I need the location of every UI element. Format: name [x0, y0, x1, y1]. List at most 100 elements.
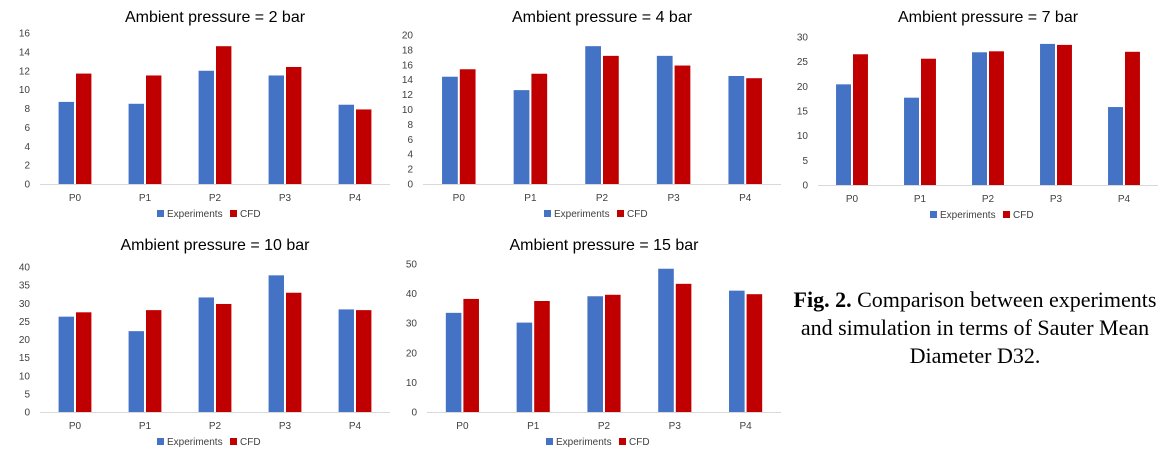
- cfd-bar: [1125, 51, 1140, 185]
- x-tick-label: P0: [69, 193, 82, 204]
- cfd-bar: [356, 109, 372, 184]
- figure-caption: Fig. 2. Comparison between experiments a…: [790, 286, 1160, 370]
- chart-title: Ambient pressure = 2 bar: [125, 9, 306, 26]
- legend-label-cfd: CFD: [629, 437, 650, 448]
- legend: Experiments CFD: [930, 210, 1034, 221]
- chart-title: Ambient pressure = 4 bar: [512, 9, 693, 26]
- y-tick-label: 8: [407, 120, 413, 131]
- y-tick-label: 16: [19, 29, 31, 40]
- cfd-bar: [746, 294, 763, 412]
- legend-label-cfd: CFD: [240, 209, 261, 220]
- legend-swatch-cfd: [1003, 211, 1010, 218]
- legend: Experiments CFD: [157, 437, 261, 448]
- experiments-bar: [442, 76, 458, 184]
- legend-swatch-experiments: [544, 210, 551, 217]
- cfd-bar: [286, 66, 302, 184]
- y-tick-label: 30: [19, 299, 31, 310]
- y-tick-label: 20: [19, 335, 31, 346]
- x-tick-label: P4: [349, 421, 362, 432]
- y-tick-label: 40: [19, 263, 31, 274]
- experiments-bar: [1108, 107, 1123, 185]
- experiments-bar: [656, 55, 673, 184]
- y-tick-label: 0: [411, 408, 417, 419]
- experiments-bar: [513, 90, 530, 184]
- y-tick-label: 30: [406, 319, 418, 330]
- y-tick-label: 20: [797, 82, 809, 93]
- y-tick-label: 0: [24, 180, 30, 191]
- experiments-bar: [268, 75, 284, 184]
- legend-swatch-cfd: [230, 438, 237, 445]
- y-tick-label: 2: [24, 161, 30, 172]
- y-tick-label: 14: [402, 75, 414, 86]
- y-tick-label: 0: [802, 181, 808, 192]
- experiments-bar: [58, 316, 74, 412]
- chart-2-bar: Ambient pressure = 2 bar 0 2 4 6 8 10 12 14 16 P0 P…: [0, 0, 395, 225]
- y-tick-label: 0: [407, 180, 413, 191]
- experiments-bar: [198, 297, 214, 412]
- y-tick-label: 20: [406, 348, 418, 359]
- x-tick-label: P1: [139, 421, 152, 432]
- cfd-bar: [534, 301, 550, 412]
- y-tick-label: 18: [402, 45, 414, 56]
- cfd-bar: [216, 303, 232, 412]
- experiments-bar: [658, 268, 674, 412]
- figure-caption-text: Comparison between experiments and simul…: [800, 287, 1157, 368]
- cfd-bar: [76, 73, 92, 184]
- legend-swatch-cfd: [230, 210, 237, 217]
- experiments-bar: [587, 296, 603, 412]
- chart-svg: Ambient pressure = 4 bar 0 2 4 6 8 10 12 14 16 18 2…: [402, 9, 781, 220]
- y-tick-label: 40: [406, 289, 418, 300]
- x-tick-label: P2: [209, 421, 222, 432]
- y-tick-label: 10: [406, 378, 418, 389]
- cfd-bar: [463, 298, 479, 412]
- chart-svg: Ambient pressure = 7 bar 0 5 10 15 20 25 30 P0 P1…: [797, 9, 1158, 221]
- legend-label-experiments: Experiments: [554, 209, 610, 220]
- experiments-bar: [198, 70, 214, 184]
- experiments-bar: [836, 84, 851, 185]
- experiments-bar: [128, 103, 144, 184]
- y-tick-label: 2: [407, 165, 413, 176]
- experiments-bar: [338, 104, 354, 184]
- cfd-bar: [603, 55, 619, 184]
- y-tick-label: 12: [19, 66, 31, 77]
- y-tick-label: 0: [24, 408, 30, 419]
- x-tick-label: P0: [453, 193, 466, 204]
- legend: Experiments CFD: [544, 209, 648, 220]
- figure-caption-label: Fig. 2.: [793, 287, 852, 312]
- y-tick-label: 30: [797, 33, 809, 44]
- x-tick-label: P3: [279, 421, 292, 432]
- legend-label-cfd: CFD: [240, 437, 261, 448]
- x-tick-label: P0: [69, 421, 82, 432]
- experiments-bar: [904, 97, 919, 185]
- experiments-bar: [338, 309, 354, 412]
- cfd-bar: [459, 69, 476, 184]
- x-tick-label: P1: [914, 194, 927, 205]
- legend: Experiments CFD: [157, 209, 261, 220]
- chart-10-bar: Ambient pressure = 10 bar 0 5 10 15 20 25 30 35 4…: [0, 228, 395, 450]
- y-tick-label: 10: [19, 85, 31, 96]
- experiments-bar: [729, 290, 745, 412]
- y-tick-label: 5: [802, 156, 808, 167]
- x-tick-label: P4: [739, 193, 752, 204]
- legend-swatch-experiments: [546, 438, 553, 445]
- x-tick-label: P0: [456, 421, 469, 432]
- experiments-bar: [445, 312, 462, 412]
- x-tick-label: P2: [596, 193, 609, 204]
- y-tick-label: 4: [24, 142, 30, 153]
- chart-title: Ambient pressure = 7 bar: [898, 9, 1079, 26]
- y-tick-label: 10: [19, 371, 31, 382]
- y-tick-label: 12: [402, 90, 414, 101]
- x-tick-label: P4: [1118, 194, 1131, 205]
- experiments-bar: [972, 52, 987, 185]
- x-tick-label: P4: [349, 193, 362, 204]
- y-tick-label: 50: [406, 260, 418, 271]
- x-tick-label: P3: [1050, 194, 1063, 205]
- cfd-bar: [146, 310, 162, 412]
- chart-svg: Ambient pressure = 2 bar 0 2 4 6 8 10 12 14 16 P0 P…: [19, 9, 390, 220]
- y-tick-label: 6: [24, 123, 30, 134]
- y-tick-label: 16: [402, 60, 414, 71]
- legend-swatch-cfd: [619, 438, 626, 445]
- cfd-bar: [216, 46, 232, 185]
- chart-4-bar: Ambient pressure = 4 bar 0 2 4 6 8 10 12 14 16 18 2…: [395, 0, 790, 225]
- x-tick-label: P4: [739, 421, 752, 432]
